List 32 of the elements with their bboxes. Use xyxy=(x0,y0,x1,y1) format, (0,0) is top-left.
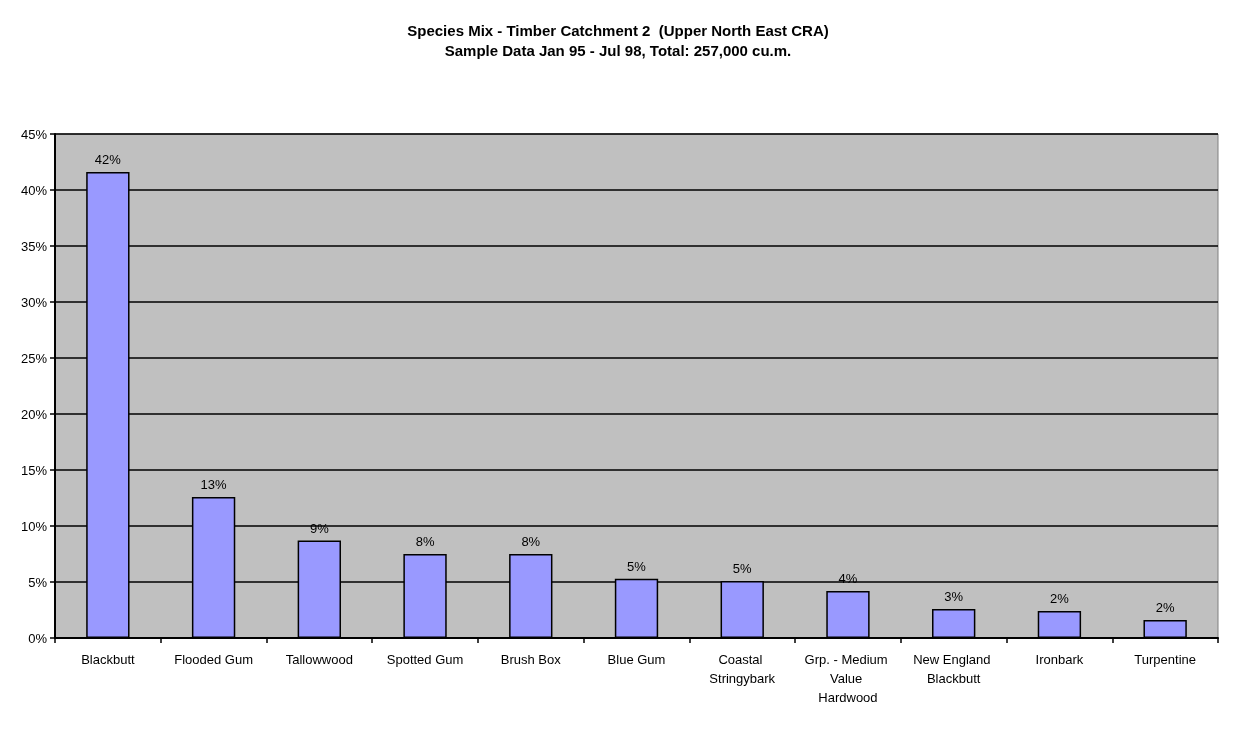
data-label: 8% xyxy=(415,534,435,549)
y-tick-label: 0% xyxy=(28,630,48,646)
x-tick-label: Blackbutt xyxy=(81,652,135,667)
y-tick-label: 15% xyxy=(20,462,48,478)
data-label: 2% xyxy=(1155,600,1175,616)
x-tick-label: Grp. - Medium Value Hardwood xyxy=(804,652,892,705)
y-tick-label: 40% xyxy=(20,182,48,198)
y-tick-label: 20% xyxy=(20,406,48,422)
x-tick-label: Blue Gum xyxy=(607,652,666,667)
data-label: 5% xyxy=(732,560,753,576)
x-tick-label: Spotted Gum xyxy=(386,652,464,667)
x-tick-label: Tallowwood xyxy=(285,652,353,667)
data-label: 3% xyxy=(944,588,964,604)
y-tick-label: 5% xyxy=(28,574,48,590)
data-label: 5% xyxy=(627,558,647,574)
y-tick-label: 35% xyxy=(20,238,48,254)
data-label: 13% xyxy=(200,476,228,492)
data-label: 42% xyxy=(94,152,122,168)
chart-title: Species Mix - Timber Catchment 2 (Upper North East CRA) xyxy=(407,22,829,39)
x-tick-label: Brush Box xyxy=(500,652,562,667)
y-tick-label: 45% xyxy=(20,126,48,142)
x-tick-label: New England Blackbutt xyxy=(913,652,995,686)
x-tick-label: Flooded Gum xyxy=(174,652,253,667)
x-tick-label: Turpentine xyxy=(1134,652,1196,667)
y-tick-label: 10% xyxy=(20,518,48,534)
y-tick-label: 25% xyxy=(20,350,48,366)
y-tick-label: 30% xyxy=(20,294,48,310)
x-tick-label: Coastal Stringybark xyxy=(709,652,776,686)
data-label: 8% xyxy=(521,534,541,549)
x-tick-label: Ironbark xyxy=(1035,652,1084,667)
data-label: 2% xyxy=(1050,591,1070,607)
chart-subtitle: Sample Data Jan 95 - Jul 98, Total: 257,000 cu.m. xyxy=(444,42,792,59)
